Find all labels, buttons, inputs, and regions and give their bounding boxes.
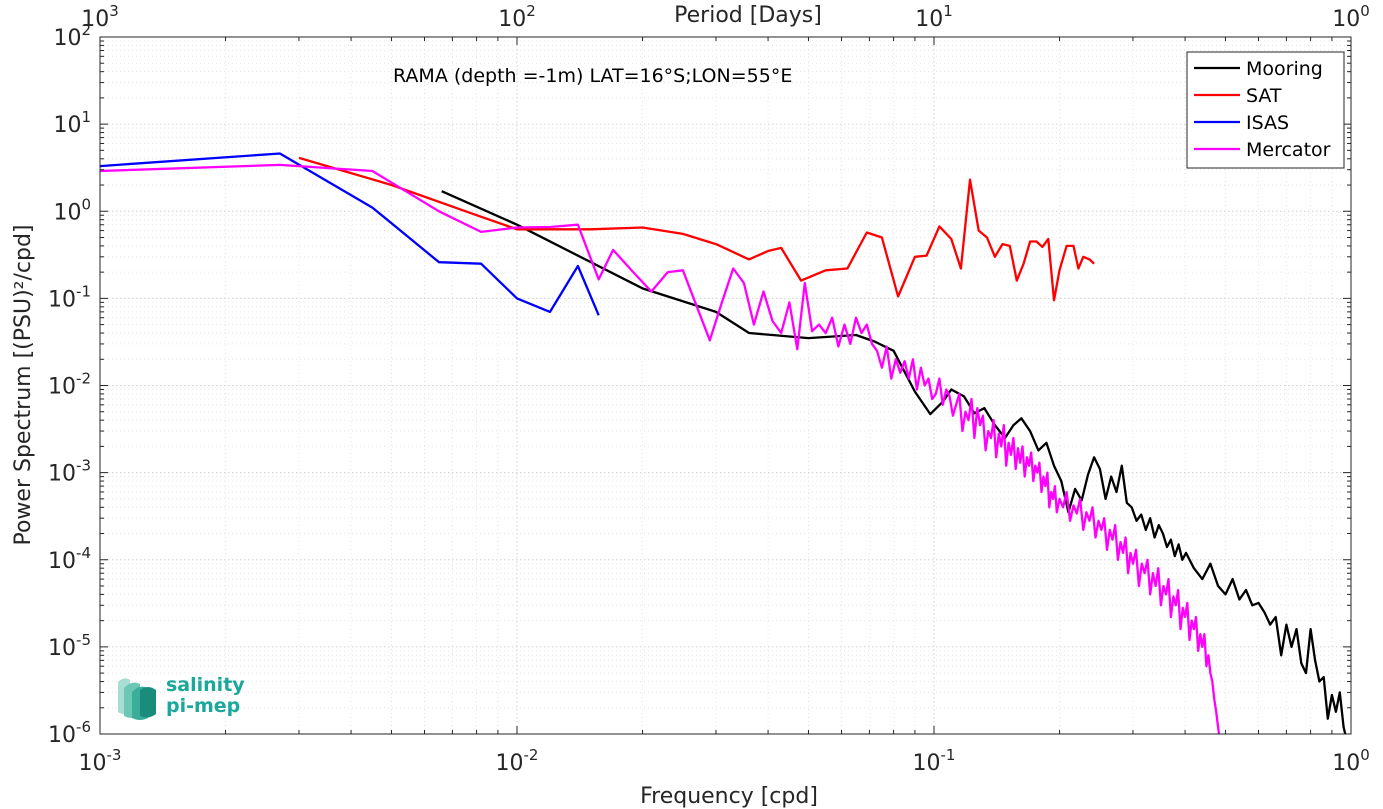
y-tick-label: 102: [53, 21, 91, 51]
logo-waves-icon: [118, 678, 156, 720]
y-tick-label: 10-5: [48, 631, 91, 661]
axis-ticks: [99, 36, 1352, 735]
logo-line2: pi-mep: [166, 695, 240, 717]
top-axis-title: Period [Days]: [674, 3, 822, 28]
series-line-sat: [298, 156, 1095, 302]
y-tick-label: 10-6: [48, 718, 91, 748]
x-tick-label: 10-3: [79, 746, 122, 776]
x-tick-label: 100: [1332, 746, 1370, 776]
salinity-pi-mep-logo: salinity pi-mep: [118, 674, 245, 720]
y-tick-label: 101: [53, 108, 91, 138]
top-tick-label: 103: [81, 2, 119, 32]
legend-label-isas: ISAS: [1246, 112, 1289, 134]
y-tick-label: 100: [53, 195, 91, 225]
series-line-mercator: [100, 163, 1221, 734]
x-axis-title: Frequency [cpd]: [640, 784, 818, 809]
legend-label-mercator: Mercator: [1246, 139, 1331, 161]
top-tick-label: 102: [498, 2, 536, 32]
x-tick-label: 10-1: [913, 746, 956, 776]
y-tick-label: 10-3: [48, 457, 91, 487]
top-tick-label: 100: [1332, 2, 1370, 32]
series-line-isas: [100, 152, 600, 316]
legend-label-mooring: Mooring: [1246, 58, 1323, 80]
legend: Mooring SAT ISAS Mercator: [1186, 51, 1345, 169]
y-tick-label: 10-4: [48, 544, 91, 574]
series-line-mooring: [441, 190, 1347, 734]
y-axis-title: Power Spectrum [(PSU)²/cpd]: [11, 224, 36, 545]
chart-annotation: RAMA (depth =-1m) LAT=16°S;LON=55°E: [393, 65, 792, 87]
series-lines: [100, 152, 1347, 734]
y-tick-label: 10-1: [48, 282, 91, 312]
y-tick-label: 10-2: [48, 370, 91, 400]
grid-lines: [99, 37, 1351, 735]
legend-label-sat: SAT: [1246, 85, 1282, 107]
logo-line1: salinity: [166, 674, 245, 696]
x-tick-label: 10-2: [496, 746, 539, 776]
top-tick-label: 101: [915, 2, 953, 32]
